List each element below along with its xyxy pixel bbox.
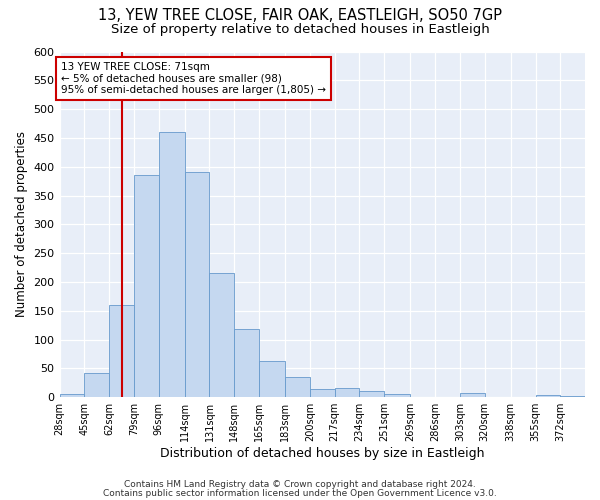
Bar (109, 305, 134, 397)
Y-axis label: Number of detached properties: Number of detached properties (15, 132, 28, 318)
Bar (460, 393, 485, 397)
Bar (536, 396, 560, 397)
Text: 13, YEW TREE CLOSE, FAIR OAK, EASTLEIGH, SO50 7GP: 13, YEW TREE CLOSE, FAIR OAK, EASTLEIGH,… (98, 8, 502, 22)
Bar (384, 394, 410, 397)
Bar (59, 394, 84, 397)
Bar (285, 377, 310, 397)
Bar (310, 388, 335, 397)
Text: Contains public sector information licensed under the Open Government Licence v3: Contains public sector information licen… (103, 488, 497, 498)
Bar (234, 329, 259, 397)
Bar (209, 274, 234, 397)
Bar (359, 391, 384, 397)
X-axis label: Distribution of detached houses by size in Eastleigh: Distribution of detached houses by size … (160, 447, 485, 460)
Bar (259, 361, 285, 397)
Text: Size of property relative to detached houses in Eastleigh: Size of property relative to detached ho… (110, 22, 490, 36)
Bar (185, 172, 209, 397)
Bar (84, 373, 109, 397)
Bar (560, 396, 585, 397)
Text: 13 YEW TREE CLOSE: 71sqm
← 5% of detached houses are smaller (98)
95% of semi-de: 13 YEW TREE CLOSE: 71sqm ← 5% of detache… (61, 62, 326, 95)
Text: Contains HM Land Registry data © Crown copyright and database right 2024.: Contains HM Land Registry data © Crown c… (124, 480, 476, 489)
Bar (158, 132, 185, 397)
Bar (134, 176, 158, 397)
Bar (335, 388, 359, 397)
